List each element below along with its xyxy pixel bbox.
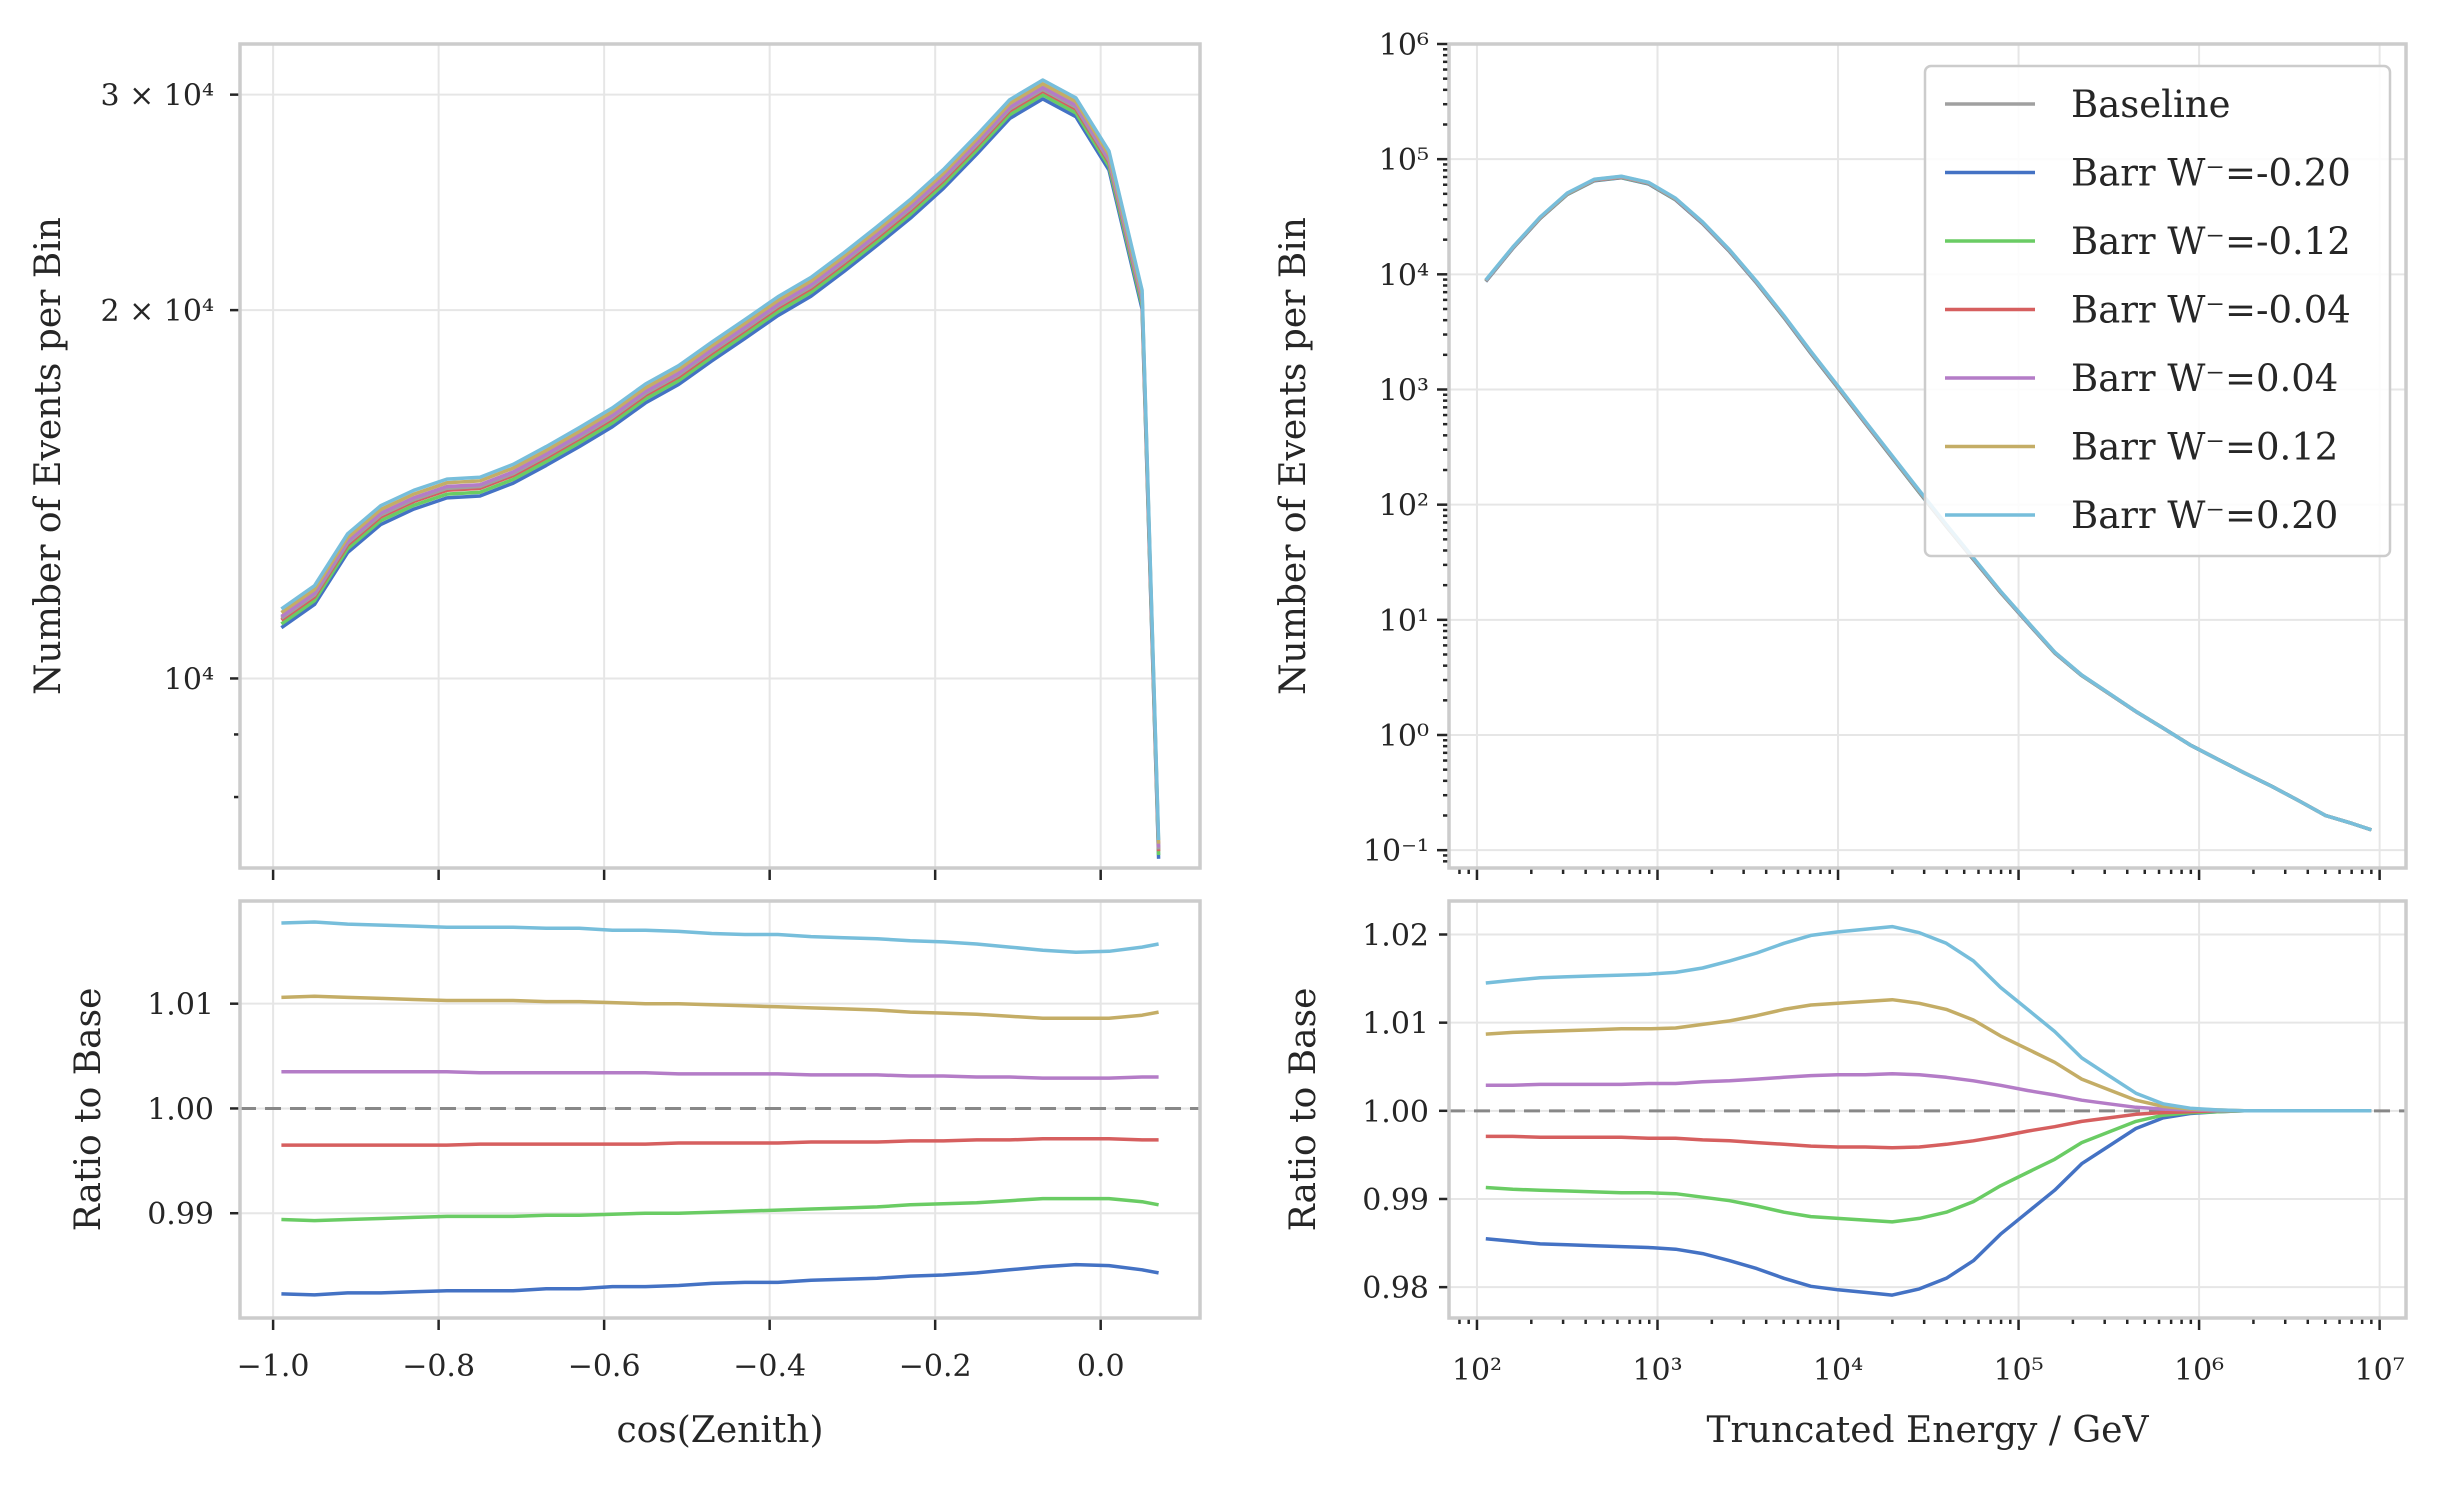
- energy-ratio-xtick-label: 10⁶: [2174, 1353, 2224, 1388]
- energy-ratio-frame: [1447, 899, 2408, 1320]
- energy-ratio-xtick-label: 10³: [1632, 1353, 1682, 1388]
- energy-ratio-ytick-label: 1.02: [1362, 919, 1429, 954]
- energy-main-ytick-label: 10²: [1379, 489, 1429, 524]
- energy-main-ylabel: Number of Events per Bin: [1273, 217, 1314, 695]
- zenith-main-line-baseline: [280, 87, 1161, 850]
- zenith-ratio-xtick-label: −0.4: [733, 1349, 806, 1384]
- energy-main-ytick-label: 10³: [1379, 373, 1429, 408]
- energy-ratio-xtick-label: 10²: [1452, 1353, 1502, 1388]
- zenith-main-ytick-label: 3 × 10⁴: [101, 79, 215, 114]
- zenith-ratio-series-line: [281, 1137, 1159, 1147]
- legend-entry: Barr W⁻=-0.20: [1945, 152, 2351, 195]
- legend-entry: Baseline: [1945, 83, 2231, 126]
- zenith-main-ytick-label: 2 × 10⁴: [101, 294, 215, 329]
- legend-entry: Barr W⁻=0.12: [1945, 426, 2338, 469]
- zenith-ratio-xtick-label: −0.8: [402, 1349, 475, 1384]
- zenith-main-frame: [238, 42, 1202, 870]
- energy-ratio-ytick-label: 1.01: [1362, 1007, 1429, 1042]
- zenith-ratio-frame: [238, 899, 1202, 1320]
- legend-label: Barr W⁻=-0.04: [2071, 289, 2351, 332]
- legend-entry: Barr W⁻=-0.12: [1945, 220, 2351, 263]
- zenith-ratio-ytick-label: 1.01: [147, 988, 214, 1023]
- legend-label: Barr W⁻=0.04: [2071, 357, 2338, 400]
- legend-entry: Barr W⁻=-0.04: [1945, 289, 2351, 332]
- legend-label: Barr W⁻=-0.20: [2071, 152, 2351, 195]
- zenith-main-line-barr-p020: [280, 78, 1161, 841]
- legend-box: [1923, 64, 2392, 558]
- energy-main-ytick-label: 10⁴: [1379, 258, 1429, 293]
- zenith-ratio-series-line: [281, 994, 1159, 1021]
- zenith-ratio-xtick-label: −1.0: [237, 1349, 310, 1384]
- energy-ratio-ylabel: Ratio to Base: [1283, 988, 1324, 1232]
- zenith-ratio-ytick-label: 1.00: [147, 1092, 214, 1127]
- zenith-main-line-barr-p012: [280, 82, 1161, 844]
- zenith-ratio-series-line: [281, 920, 1159, 955]
- zenith-main-line-barr-m012: [280, 93, 1161, 856]
- legend-label: Barr W⁻=0.12: [2071, 426, 2338, 469]
- zenith-ratio-ylabel: Ratio to Base: [68, 988, 109, 1232]
- zenith-main-ytick-label: 10⁴: [164, 662, 214, 697]
- energy-ratio-series-line: [1485, 924, 2372, 1113]
- energy-ratio-ytick-label: 0.98: [1362, 1271, 1429, 1306]
- energy-main-ytick-label: 10¹: [1379, 604, 1429, 639]
- legend: Baseline Barr W⁻=-0.20 Barr W⁻=-0.12 Barr W…: [1923, 64, 2392, 558]
- energy-ratio-xlabel: Truncated Energy / GeV: [1707, 1410, 2150, 1451]
- zenith-ratio-ytick-label: 0.99: [147, 1197, 214, 1232]
- zenith-ratio-series-line: [281, 1070, 1159, 1080]
- energy-ratio-xtick-label: 10⁴: [1813, 1353, 1863, 1388]
- energy-main-frame: [1447, 42, 2408, 870]
- energy-ratio-series-line: [1485, 1109, 2372, 1150]
- zenith-main-line-barr-p004: [280, 85, 1161, 848]
- energy-main-ytick-label: 10⁵: [1379, 143, 1429, 178]
- energy-ratio-xtick-label: 10⁷: [2355, 1353, 2405, 1388]
- legend-label: Barr W⁻=-0.12: [2071, 220, 2351, 263]
- energy-ratio-series-line: [1485, 1072, 2372, 1113]
- zenith-main-line-barr-m004: [280, 89, 1161, 852]
- zenith-ratio-series-line: [281, 1196, 1159, 1223]
- energy-ratio-ytick-label: 0.99: [1362, 1183, 1429, 1218]
- zenith-ratio-series-line: [281, 1262, 1159, 1297]
- zenith-ratio-xtick-label: −0.2: [899, 1349, 972, 1384]
- legend-entry: Barr W⁻=0.04: [1945, 357, 2338, 400]
- energy-ratio-xtick-label: 10⁵: [1993, 1353, 2043, 1388]
- zenith-ratio-xtick-label: −0.6: [568, 1349, 641, 1384]
- energy-main-ytick-label: 10⁰: [1379, 719, 1429, 754]
- legend-entry: Barr W⁻=0.20: [1945, 494, 2338, 537]
- legend-label: Barr W⁻=0.20: [2071, 494, 2338, 537]
- energy-ratio-ytick-label: 1.00: [1362, 1095, 1429, 1130]
- energy-main-ytick-label: 10⁻¹: [1363, 834, 1429, 869]
- energy-main-ytick-label: 10⁶: [1379, 28, 1429, 63]
- zenith-ratio-xlabel: cos(Zenith): [616, 1410, 823, 1451]
- legend-label: Baseline: [2071, 83, 2231, 126]
- energy-ratio-series-line: [1485, 997, 2372, 1113]
- energy-ratio-series-line: [1485, 1109, 2372, 1224]
- zenith-main-line-barr-m020: [280, 97, 1161, 859]
- zenith-main-ylabel: Number of Events per Bin: [28, 217, 69, 695]
- zenith-ratio-xtick-label: 0.0: [1077, 1349, 1125, 1384]
